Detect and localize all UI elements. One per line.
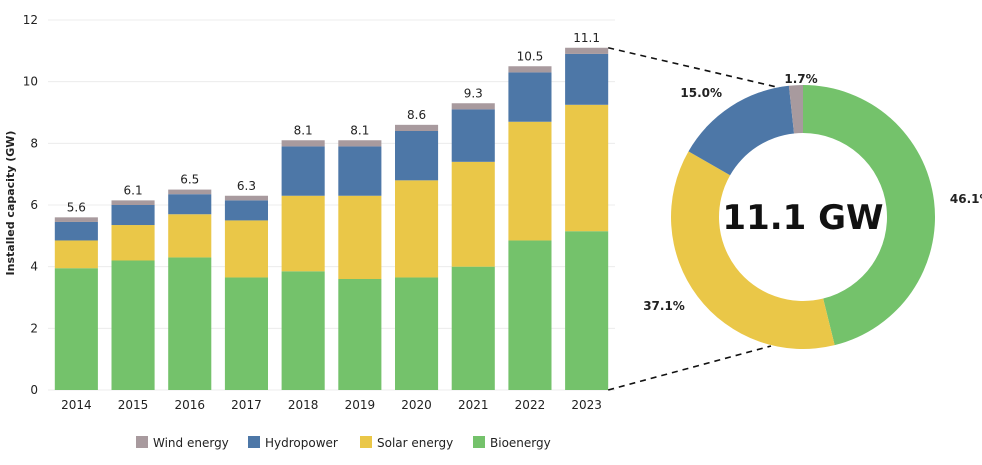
bar-segment-solar-energy bbox=[168, 214, 212, 258]
x-tick-label: 2023 bbox=[571, 398, 602, 412]
legend-swatch bbox=[248, 436, 260, 448]
bar-segment-wind-energy bbox=[168, 189, 212, 195]
x-tick-label: 2022 bbox=[515, 398, 546, 412]
y-tick-label: 6 bbox=[30, 198, 38, 212]
bar-segment-wind-energy bbox=[565, 47, 609, 54]
bar-total-label: 9.3 bbox=[464, 86, 483, 100]
bar-segment-bioenergy bbox=[111, 260, 155, 390]
zoom-connector-lines bbox=[607, 46, 782, 391]
donut-percent-label: 37.1% bbox=[643, 299, 685, 313]
bar-segment-hydropower bbox=[111, 205, 155, 226]
donut-slice-bioenergy bbox=[803, 85, 935, 346]
bar-segment-bioenergy bbox=[395, 277, 439, 390]
bar-total-label: 6.1 bbox=[124, 183, 143, 197]
bar-segment-hydropower bbox=[508, 72, 552, 122]
bar-segment-hydropower bbox=[338, 146, 382, 196]
connector-line-bottom bbox=[607, 345, 772, 391]
bar-segment-solar-energy bbox=[54, 240, 98, 269]
x-axis-ticks: 2014 2015 2016 2017 2018 2019 2020 2021 2022 2023 bbox=[61, 398, 602, 412]
bar-segment-hydropower bbox=[395, 131, 439, 181]
bar-segment-hydropower bbox=[281, 146, 325, 196]
bar-total-label: 8.1 bbox=[294, 123, 313, 137]
y-tick-label: 8 bbox=[30, 136, 38, 150]
legend-label: Wind energy bbox=[153, 436, 229, 450]
bar-total-labels: 5.6 6.1 6.5 6.3 8.1 8.1 8.6 9.3 10.5 11.1 bbox=[67, 31, 600, 215]
bar-segment-wind-energy bbox=[111, 200, 155, 205]
bar-total-label: 10.5 bbox=[517, 49, 544, 63]
bar-segment-solar-energy bbox=[224, 220, 268, 278]
x-tick-label: 2015 bbox=[118, 398, 149, 412]
stacked-bars bbox=[54, 47, 609, 390]
bar-total-label: 8.6 bbox=[407, 108, 426, 122]
bar-segment-bioenergy bbox=[224, 277, 268, 390]
bar-segment-bioenergy bbox=[338, 279, 382, 390]
bar-segment-bioenergy bbox=[168, 257, 212, 390]
legend-label: Bioenergy bbox=[490, 436, 551, 450]
bar-total-label: 6.3 bbox=[237, 179, 256, 193]
donut-slice-wind-energy bbox=[788, 85, 803, 134]
bar-total-label: 5.6 bbox=[67, 200, 86, 214]
donut-percent-label: 15.0% bbox=[680, 86, 722, 100]
bar-segment-bioenergy bbox=[508, 240, 552, 390]
y-tick-label: 2 bbox=[30, 321, 38, 335]
x-tick-label: 2019 bbox=[345, 398, 376, 412]
bar-total-label: 8.1 bbox=[350, 123, 369, 137]
donut-percent-label: 46.1% bbox=[950, 192, 982, 206]
x-tick-label: 2020 bbox=[401, 398, 432, 412]
donut-slice-hydropower bbox=[688, 85, 795, 176]
donut-center-label: 11.1 GW bbox=[722, 198, 883, 238]
legend-swatch bbox=[136, 436, 148, 448]
bar-segment-wind-energy bbox=[508, 66, 552, 73]
x-tick-label: 2014 bbox=[61, 398, 92, 412]
bar-segment-bioenergy bbox=[451, 266, 495, 390]
x-tick-label: 2017 bbox=[231, 398, 262, 412]
y-tick-label: 12 bbox=[23, 13, 38, 27]
donut-slice-solar-energy bbox=[671, 151, 835, 349]
x-tick-label: 2021 bbox=[458, 398, 489, 412]
bar-segment-wind-energy bbox=[395, 124, 439, 131]
donut-percent-label: 1.7% bbox=[784, 72, 817, 86]
x-tick-label: 2016 bbox=[174, 398, 205, 412]
connector-line-top bbox=[608, 46, 782, 89]
legend-label: Hydropower bbox=[265, 436, 338, 450]
bar-segment-solar-energy bbox=[565, 104, 609, 232]
bar-segment-bioenergy bbox=[565, 231, 609, 390]
bar-segment-hydropower bbox=[565, 53, 609, 105]
bar-segment-wind-energy bbox=[338, 140, 382, 147]
bar-segment-solar-energy bbox=[395, 180, 439, 278]
bar-segment-wind-energy bbox=[224, 195, 268, 201]
bar-total-label: 11.1 bbox=[573, 31, 600, 45]
bar-segment-wind-energy bbox=[54, 217, 98, 222]
legend: Wind energy Hydropower Solar energy Bioener… bbox=[136, 436, 551, 450]
bar-segment-solar-energy bbox=[338, 195, 382, 279]
bar-total-label: 6.5 bbox=[180, 173, 199, 187]
bar-segment-solar-energy bbox=[111, 225, 155, 261]
legend-swatch bbox=[473, 436, 485, 448]
x-tick-label: 2018 bbox=[288, 398, 319, 412]
y-axis-ticks: 0 2 4 6 8 10 12 bbox=[23, 13, 38, 397]
bar-segment-hydropower bbox=[168, 194, 212, 215]
y-tick-label: 0 bbox=[30, 383, 38, 397]
bar-segment-hydropower bbox=[451, 109, 495, 162]
bar-segment-solar-energy bbox=[451, 161, 495, 267]
bar-segment-wind-energy bbox=[451, 103, 495, 110]
bar-segment-hydropower bbox=[54, 221, 98, 241]
legend-label: Solar energy bbox=[377, 436, 453, 450]
donut-chart: 46.1% 37.1% 15.0% 1.7% bbox=[643, 72, 982, 349]
bar-segment-bioenergy bbox=[54, 268, 98, 390]
y-tick-label: 10 bbox=[23, 75, 38, 89]
bar-segment-solar-energy bbox=[281, 195, 325, 272]
legend-swatch bbox=[360, 436, 372, 448]
bar-segment-wind-energy bbox=[281, 140, 325, 147]
bar-segment-bioenergy bbox=[281, 271, 325, 390]
bar-segment-hydropower bbox=[224, 200, 268, 221]
y-axis-title: Installed capacity (GW) bbox=[4, 131, 17, 276]
y-tick-label: 4 bbox=[30, 260, 38, 274]
bar-segment-solar-energy bbox=[508, 121, 552, 241]
